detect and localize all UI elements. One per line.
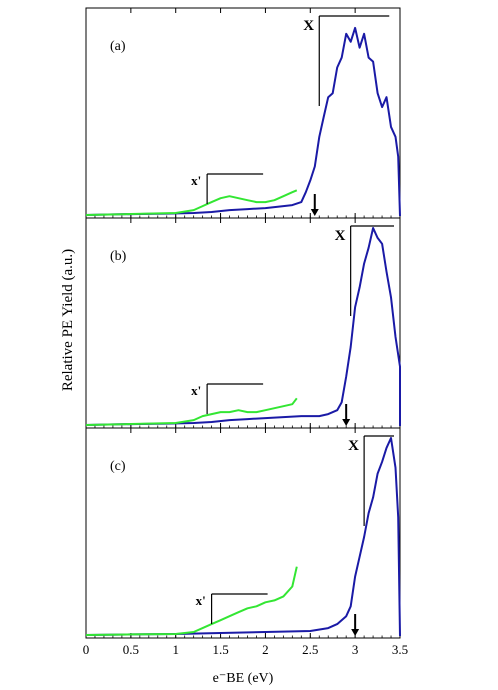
- y-axis-label: Relative PE Yield (a.u.): [60, 249, 76, 391]
- x-tick-label: 2.5: [302, 642, 318, 657]
- panel-frame: [85, 427, 401, 639]
- panel-frame: [85, 7, 401, 219]
- band-label-X: X: [303, 18, 314, 34]
- series-green: [85, 397, 298, 426]
- x-tick-label: 2: [262, 642, 269, 657]
- panels: (a) Xx' (b) Xx' 0 0.5 1 1.5 2 2.5 3 3.5 (c) Xx': [83, 7, 408, 657]
- threshold-arrow-head: [310, 209, 319, 216]
- panel-label: (c): [110, 459, 126, 474]
- series-blue: [85, 26, 401, 217]
- x-tick-label: 0: [83, 642, 90, 657]
- threshold-arrow-head: [342, 419, 351, 426]
- x-tick-label: 0.5: [123, 642, 139, 657]
- x-tick-label: 3: [352, 642, 359, 657]
- panel-label: (b): [110, 249, 127, 264]
- band-label-xp: x': [191, 173, 201, 188]
- band-label-X: X: [348, 438, 359, 454]
- x-tick-label: 3.5: [392, 642, 408, 657]
- band-label-xp: x': [191, 383, 201, 398]
- band-label-xp: x': [196, 593, 206, 608]
- x-tick-label: 1.5: [212, 642, 228, 657]
- panel-1: (a) Xx': [85, 7, 401, 219]
- panel-label: (a): [110, 39, 126, 54]
- series-blue: [85, 437, 401, 637]
- series-blue: [85, 227, 401, 426]
- panel-2: (b) Xx': [85, 217, 401, 429]
- threshold-arrow-head: [351, 629, 360, 636]
- panel-3: 0 0.5 1 1.5 2 2.5 3 3.5 (c) Xx': [83, 427, 408, 657]
- band-label-X: X: [335, 228, 346, 244]
- series-green: [85, 566, 298, 636]
- x-tick-label: 1: [172, 642, 179, 657]
- x-axis-label: e⁻BE (eV): [213, 671, 274, 686]
- series-green: [85, 189, 298, 216]
